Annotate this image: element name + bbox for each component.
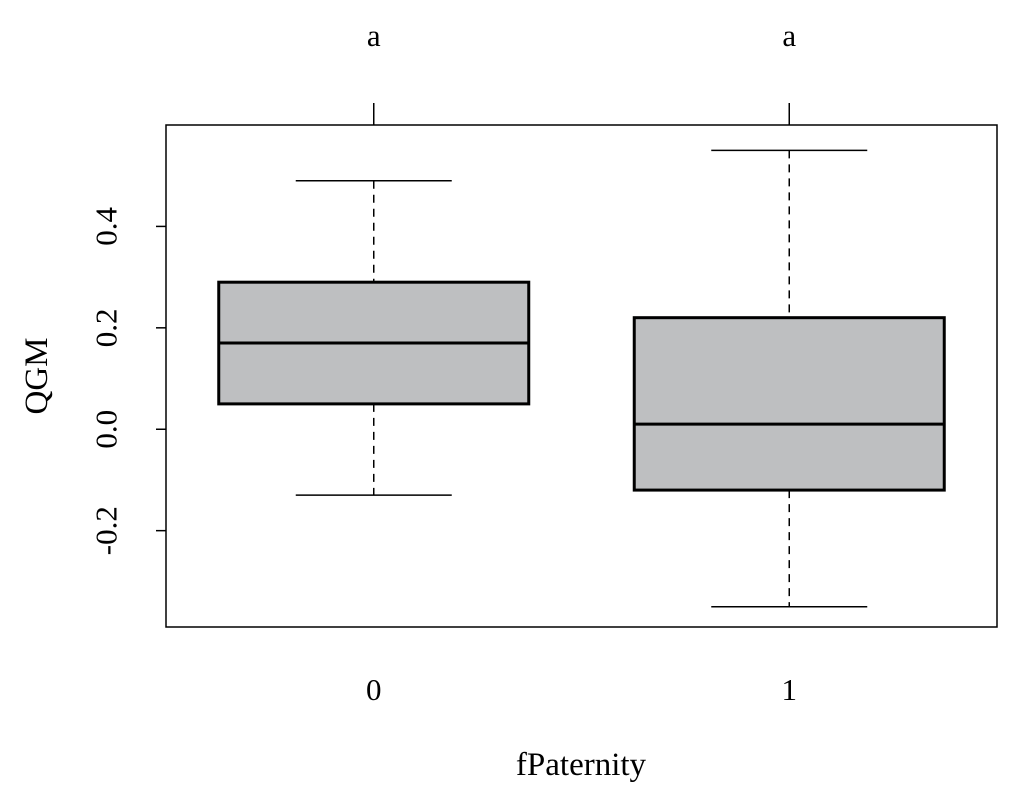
y-tick-label: 0.4 — [89, 207, 124, 246]
y-tick-label: 0.2 — [89, 308, 124, 347]
box-0 — [217, 180, 531, 496]
plot-frame — [165, 124, 998, 628]
x-category-label: 1 — [782, 672, 798, 707]
box-1 — [632, 149, 946, 608]
boxes — [217, 149, 946, 608]
group-letter: a — [782, 18, 796, 53]
x-category-label: 0 — [366, 672, 382, 707]
y-axis-label: QGM — [19, 337, 55, 414]
iqr-box — [632, 316, 946, 492]
y-axis: -0.2 0.0 0.2 0.4 — [89, 207, 166, 555]
y-tick-label: -0.2 — [89, 506, 124, 555]
group-letter: a — [367, 18, 381, 53]
x-axis-label: fPaternity — [516, 747, 647, 783]
y-tick-label: 0.0 — [89, 410, 124, 449]
